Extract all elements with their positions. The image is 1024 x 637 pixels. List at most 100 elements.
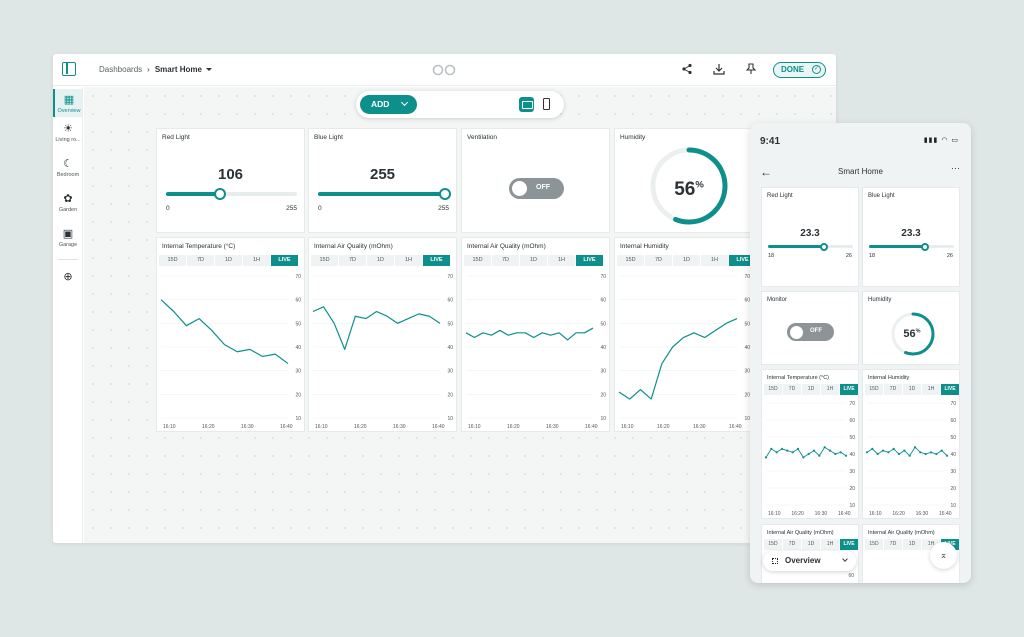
mobile-red-slider[interactable]: [768, 242, 853, 251]
sidebar-item-garage[interactable]: ▣ Garage: [53, 228, 83, 248]
x-tick-label: 16:10: [468, 424, 481, 430]
sidebar-item-living-room[interactable]: ☀ Living ro...: [53, 123, 83, 143]
add-label: ADD: [371, 99, 390, 109]
sidebar-item-label: Garage: [58, 242, 78, 248]
chevron-down-icon[interactable]: [205, 68, 212, 72]
tab-7d[interactable]: 7D: [645, 255, 672, 266]
tab-1h[interactable]: 1H: [821, 539, 839, 550]
data-point: [908, 454, 911, 457]
tab-1d[interactable]: 1D: [520, 255, 547, 266]
slider-max: 26: [845, 253, 852, 259]
tab-1d[interactable]: 1D: [903, 539, 921, 550]
humidity-unit: %: [915, 328, 921, 335]
sidebar-item-bedroom[interactable]: ☾ Bedroom: [53, 158, 83, 178]
tab-1h[interactable]: 1H: [395, 255, 422, 266]
x-tick-label: 16:40: [729, 424, 742, 430]
tab-1h[interactable]: 1H: [243, 255, 270, 266]
slider-thumb[interactable]: [214, 188, 227, 200]
pin-icon[interactable]: [745, 63, 757, 75]
tab-1h[interactable]: 1H: [922, 384, 940, 395]
ventilation-toggle[interactable]: OFF: [509, 178, 564, 199]
tab-15d[interactable]: 15D: [159, 255, 186, 266]
chevron-down-icon: [400, 98, 409, 107]
slider-value: 106: [217, 166, 244, 183]
y-tick-label: 70: [849, 401, 855, 407]
tab-1h[interactable]: 1H: [548, 255, 575, 266]
tab-1h[interactable]: 1H: [922, 539, 940, 550]
y-tick-label: 60: [848, 573, 854, 579]
slider-max: 255: [438, 205, 449, 212]
tab-1d[interactable]: 1D: [802, 539, 820, 550]
tab-1d[interactable]: 1D: [802, 384, 820, 395]
tab-7d[interactable]: 7D: [884, 539, 902, 550]
tab-7d[interactable]: 7D: [492, 255, 519, 266]
mobile-blue-light-widget: Blue Light 23.3 18 26: [862, 187, 960, 287]
y-tick-label: 30: [849, 469, 855, 475]
tab-live[interactable]: LIVE: [576, 255, 603, 266]
more-icon[interactable]: ···: [951, 163, 960, 173]
data-point: [903, 449, 906, 452]
back-arrow-icon[interactable]: ←: [760, 165, 772, 179]
mobile-blue-slider[interactable]: [869, 242, 954, 251]
done-button[interactable]: DONE ✓: [773, 62, 826, 78]
add-button[interactable]: ADD: [360, 95, 417, 114]
red-light-slider[interactable]: [166, 188, 297, 200]
breadcrumb-current[interactable]: Smart Home: [154, 65, 202, 74]
tab-7d[interactable]: 7D: [339, 255, 366, 266]
slider-thumb[interactable]: [439, 188, 451, 200]
x-tick-label: 16:20: [354, 424, 367, 430]
tab-7d[interactable]: 7D: [783, 384, 801, 395]
tab-15d[interactable]: 15D: [311, 255, 338, 266]
tab-live[interactable]: LIVE: [941, 384, 959, 395]
scroll-top-button[interactable]: ⌅: [930, 542, 957, 569]
y-tick-label: 70: [447, 274, 453, 280]
mobile-monitor-widget: Monitor OFF: [761, 291, 859, 365]
page-switcher-button[interactable]: Overview: [763, 551, 856, 571]
x-tick-label: 16:20: [202, 424, 215, 430]
download-icon[interactable]: [713, 63, 725, 75]
humidity-gauge: [650, 147, 728, 225]
series-line: [765, 446, 847, 458]
tab-7d[interactable]: 7D: [187, 255, 214, 266]
tab-1d[interactable]: 1D: [903, 384, 921, 395]
tab-15d[interactable]: 15D: [865, 384, 883, 395]
tab-1h[interactable]: 1H: [821, 384, 839, 395]
tab-7d[interactable]: 7D: [884, 384, 902, 395]
slider-thumb[interactable]: [820, 242, 829, 251]
y-tick-label: 50: [744, 321, 750, 327]
tab-7d[interactable]: 7D: [783, 539, 801, 550]
tab-15d[interactable]: 15D: [617, 255, 644, 266]
tab-live[interactable]: LIVE: [840, 539, 858, 550]
sidebar-item-overview[interactable]: ▦ Overview: [53, 89, 83, 117]
share-icon[interactable]: [681, 63, 693, 75]
x-tick-label: 16:10: [163, 424, 176, 430]
tab-live[interactable]: LIVE: [271, 255, 298, 266]
tab-15d[interactable]: 15D: [464, 255, 491, 266]
blue-light-slider[interactable]: [318, 188, 451, 200]
tab-1h[interactable]: 1H: [701, 255, 728, 266]
tab-15d[interactable]: 15D: [764, 539, 782, 550]
data-point: [929, 451, 933, 454]
slider-thumb[interactable]: [921, 242, 930, 251]
sidebar-item-garden[interactable]: ✿ Garden: [53, 193, 83, 213]
sidebar-toggle-icon[interactable]: [62, 62, 76, 76]
y-tick-label: 50: [295, 321, 301, 327]
x-tick-label: 16:10: [621, 424, 634, 430]
tab-live[interactable]: LIVE: [840, 384, 858, 395]
tab-1d[interactable]: 1D: [215, 255, 242, 266]
mobile-view-icon[interactable]: [543, 98, 550, 110]
sidebar-item-label: Living ro...: [55, 137, 81, 143]
tab-15d[interactable]: 15D: [764, 384, 782, 395]
x-tick-label: 16:20: [507, 424, 520, 430]
breadcrumb-parent[interactable]: Dashboards: [99, 65, 143, 74]
tab-1d[interactable]: 1D: [673, 255, 700, 266]
tab-live[interactable]: LIVE: [423, 255, 450, 266]
tab-live[interactable]: LIVE: [729, 255, 756, 266]
monitor-toggle[interactable]: OFF: [787, 323, 834, 341]
desktop-view-icon[interactable]: [519, 97, 534, 112]
line-chart-svg: 70 60 50 40 30 20 10 16:10 16:20 16:30 16:40: [618, 274, 750, 430]
tab-1d[interactable]: 1D: [367, 255, 394, 266]
tab-15d[interactable]: 15D: [865, 539, 883, 550]
add-page-button[interactable]: ⊕: [53, 271, 83, 283]
